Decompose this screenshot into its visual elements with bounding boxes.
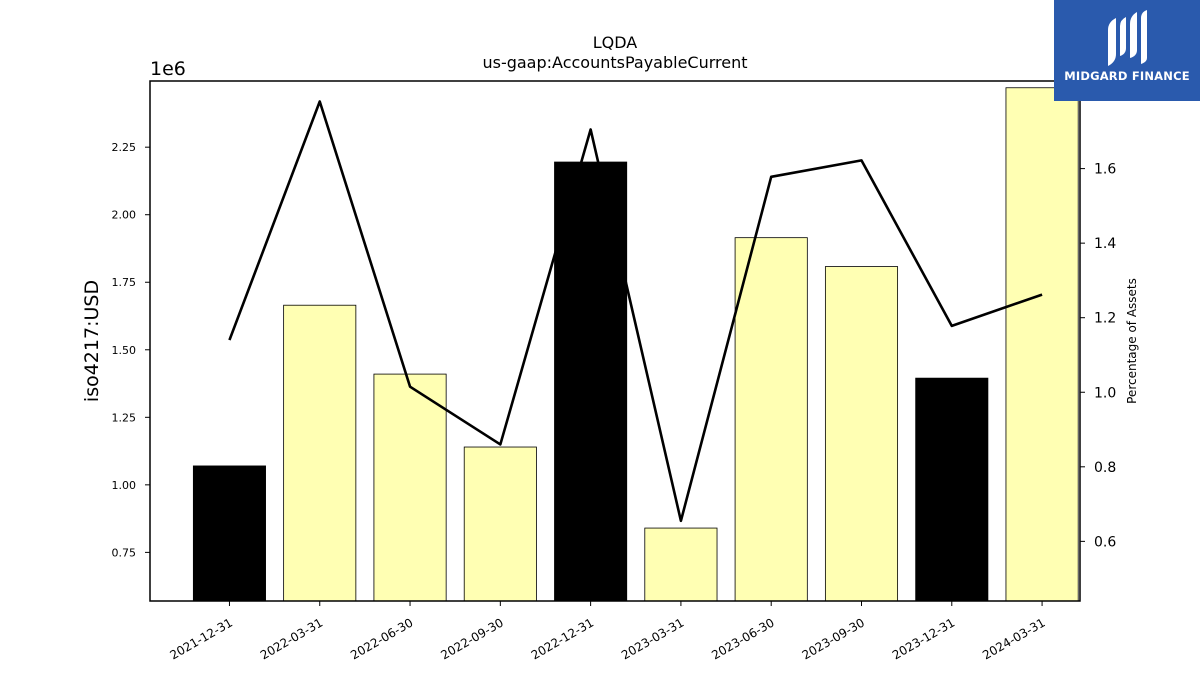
x-tick-label: 2022-09-30 xyxy=(438,615,505,662)
y-axis-ticks: 0.75 1.00 1.25 1.50 1.75 2.00 2.25 xyxy=(112,141,150,559)
bar-2023-12-31 xyxy=(915,377,989,602)
bar-2023-03-31 xyxy=(644,527,718,602)
chart-title: LQDA xyxy=(593,33,638,52)
y2-tick-label: 1.6 xyxy=(1094,162,1116,178)
x-tick-label: 2023-12-31 xyxy=(890,615,957,662)
y-tick-label: 2.00 xyxy=(112,209,137,222)
y2-tick-label: 1.4 xyxy=(1094,236,1116,252)
y-tick-label: 1.50 xyxy=(112,344,137,357)
y-axis-offset-label: 1e6 xyxy=(150,58,186,80)
y2-tick-label: 1.2 xyxy=(1094,311,1116,327)
x-tick-label: 2023-06-30 xyxy=(709,615,776,662)
y2-axis-label: Percentage of Assets xyxy=(1125,278,1139,404)
y2-tick-label: 0.6 xyxy=(1094,534,1116,550)
brand-logo: MIDGARD FINANCE xyxy=(1054,0,1200,101)
y-tick-label: 0.75 xyxy=(112,546,137,559)
plot-frame xyxy=(149,80,1081,602)
y2-axis-ticks: 0.6 0.8 1.0 1.2 1.4 1.6 xyxy=(1080,162,1116,550)
bar-2022-09-30 xyxy=(463,446,537,602)
y-tick-label: 1.75 xyxy=(112,276,137,289)
y2-tick-label: 1.0 xyxy=(1094,385,1116,401)
brand-name: MIDGARD FINANCE xyxy=(1064,69,1190,83)
midgard-logo-icon xyxy=(1108,10,1147,66)
line-series xyxy=(228,100,1043,523)
y-tick-label: 2.25 xyxy=(112,141,137,154)
y2-tick-label: 0.8 xyxy=(1094,460,1116,476)
percentage-line xyxy=(228,100,1043,523)
x-tick-label: 2021-12-31 xyxy=(168,615,235,662)
bar-2023-09-30 xyxy=(824,266,899,602)
bar-2022-12-31 xyxy=(554,161,628,602)
bar-2022-06-30 xyxy=(373,373,447,602)
y-tick-label: 1.00 xyxy=(112,479,137,492)
x-tick-label: 2023-09-30 xyxy=(800,615,867,662)
bar-2022-03-31 xyxy=(283,304,357,602)
x-tick-label: 2024-03-31 xyxy=(980,615,1047,662)
x-axis-ticks: 2021-12-31 2022-03-31 2022-06-30 2022-09-30… xyxy=(168,601,1048,662)
y-tick-label: 1.25 xyxy=(112,411,137,424)
chart-subtitle: us-gaap:AccountsPayableCurrent xyxy=(482,53,747,72)
x-tick-label: 2022-06-30 xyxy=(348,615,415,662)
bar-2021-12-31 xyxy=(192,465,266,602)
y-axis-label: iso4217:USD xyxy=(81,280,103,402)
x-tick-label: 2023-03-31 xyxy=(619,615,686,662)
bar-2024-03-31 xyxy=(1005,87,1079,602)
x-tick-label: 2022-03-31 xyxy=(258,615,325,662)
bar-series xyxy=(192,87,1079,602)
x-tick-label: 2022-12-31 xyxy=(529,615,596,662)
bar-2023-06-30 xyxy=(734,237,808,602)
